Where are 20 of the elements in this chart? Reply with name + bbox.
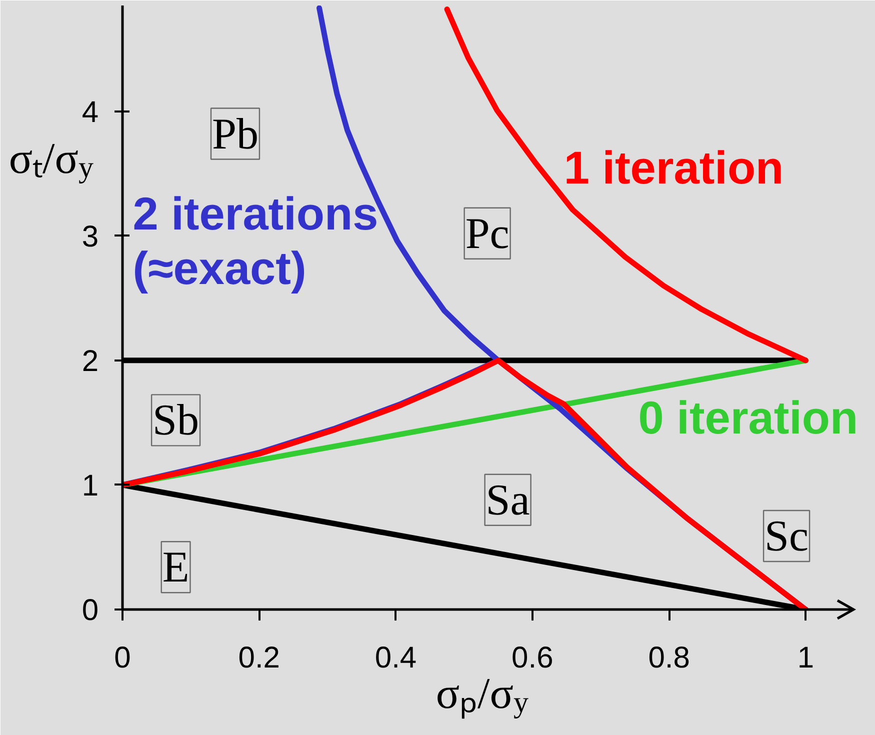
y-tick-label: 0 xyxy=(82,594,99,627)
annotation: Pb xyxy=(212,109,258,158)
y-axis-title: σₜ/σy xyxy=(8,134,94,184)
annotation: Sb xyxy=(152,396,200,445)
series-label: 0 iteration xyxy=(638,392,858,444)
annotation: Pc xyxy=(465,208,510,258)
series-label: 1 iteration xyxy=(564,141,784,194)
annotation: Sc xyxy=(764,512,809,561)
y-tick-label: 2 xyxy=(82,344,99,378)
x-tick-label: 1 xyxy=(797,642,814,674)
x-tick-label: 0 xyxy=(114,642,131,674)
x-tick-label: 0.8 xyxy=(648,642,690,674)
x-tick-label: 0.2 xyxy=(238,642,280,674)
x-tick-label: 0.4 xyxy=(374,642,417,674)
y-tick-label: 4 xyxy=(82,96,99,129)
annotation: Sa xyxy=(486,475,530,524)
y-tick-label: 1 xyxy=(82,469,99,502)
y-tick-label: 3 xyxy=(82,220,99,254)
series-label: 2 iterations (≈exact) xyxy=(132,188,378,294)
annotation: E xyxy=(162,542,190,592)
